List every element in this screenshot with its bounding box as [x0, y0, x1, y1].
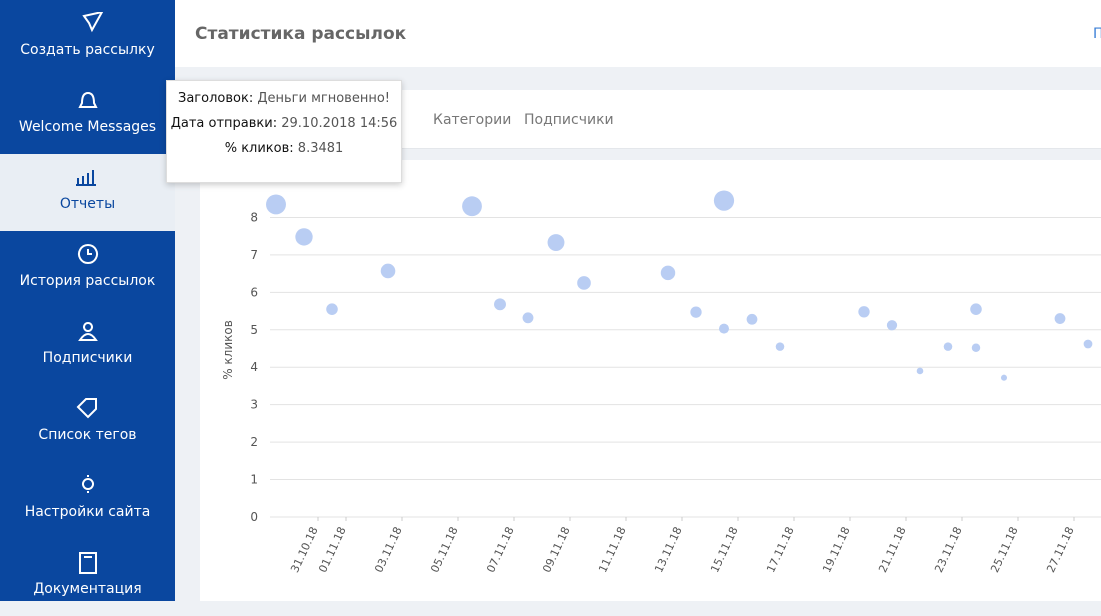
tooltip-label: Дата отправки: — [170, 116, 278, 131]
icon — [76, 398, 97, 419]
x-tick-label: 09.11.18 — [540, 525, 572, 575]
tooltip-label: % кликов: — [224, 141, 294, 156]
icon-shape — [81, 12, 103, 33]
x-tick-label: 15.11.18 — [708, 525, 740, 575]
sidebar-label: Создать рассылку — [20, 42, 155, 58]
data-point[interactable] — [494, 298, 506, 311]
data-point[interactable] — [746, 313, 758, 325]
icon-shape — [76, 398, 97, 419]
data-point[interactable] — [1000, 374, 1008, 381]
x-tick-label: 19.11.18 — [820, 525, 852, 575]
sidebar-label: Список тегов — [38, 427, 137, 443]
sidebar-item[interactable]: Документация — [0, 539, 175, 616]
page: {"sidebar":["Создать рассылку","Welcome … — [0, 0, 1101, 601]
tab[interactable]: Категории — [433, 112, 512, 128]
data-point[interactable] — [522, 312, 534, 324]
x-tick-label: 25.11.18 — [988, 525, 1020, 575]
icon — [77, 322, 98, 341]
icon-shape — [77, 91, 98, 108]
x-tick-label: 23.11.18 — [932, 525, 964, 575]
x-tick-label: 13.11.18 — [652, 525, 684, 575]
icon — [77, 91, 98, 108]
icon — [77, 244, 98, 264]
sidebar-item[interactable]: Welcome Messages — [0, 77, 175, 154]
icon — [78, 552, 97, 574]
tooltip-value: 8.3481 — [297, 141, 344, 156]
icon — [75, 170, 96, 186]
sidebar: Создать рассылку Welcome Messages Отчеты Ис… — [0, 0, 175, 601]
data-point[interactable] — [462, 196, 482, 217]
data-point[interactable] — [886, 320, 898, 331]
x-tick-label: 11.11.18 — [596, 525, 628, 575]
data-point[interactable] — [916, 367, 924, 375]
icon-shape — [77, 322, 98, 341]
data-point[interactable] — [719, 323, 729, 334]
x-tick-label: 31.10.18 — [288, 525, 320, 575]
y-tick-label: 3 — [250, 398, 258, 412]
header: Статистика рассылок П — [175, 0, 1101, 67]
icon — [81, 475, 94, 493]
data-point[interactable] — [970, 303, 982, 315]
data-point[interactable] — [547, 234, 565, 251]
data-point[interactable] — [266, 194, 286, 215]
header-link[interactable]: П — [1093, 26, 1101, 42]
sidebar-label: Документация — [33, 581, 142, 597]
icon-shape — [81, 475, 94, 493]
y-tick-label: 4 — [250, 360, 258, 374]
sidebar-label: Отчеты — [59, 196, 116, 212]
x-tick-label: 21.11.18 — [876, 525, 908, 575]
sidebar-item[interactable]: Подписчики — [0, 308, 175, 385]
sidebar-item[interactable]: Создать рассылку — [0, 0, 175, 77]
y-tick-label: 8 — [250, 210, 258, 224]
sidebar-label: Настройки сайта — [24, 504, 151, 520]
tab[interactable]: Подписчики — [524, 112, 614, 128]
x-tick-label: 17.11.18 — [764, 525, 796, 575]
tooltip: Заголовок: Деньги мгновенно! Дата отправ… — [166, 80, 402, 183]
data-point[interactable] — [690, 306, 702, 318]
data-point[interactable] — [326, 303, 338, 315]
y-tick-label: 0 — [250, 510, 258, 524]
icon-shape — [75, 170, 96, 186]
sidebar-item[interactable]: Список тегов — [0, 385, 175, 462]
sidebar-item[interactable]: История рассылок — [0, 231, 175, 308]
sidebar-label: Welcome Messages — [18, 119, 157, 135]
sidebar-item[interactable]: Настройки сайта — [0, 462, 175, 539]
data-point[interactable] — [660, 265, 676, 281]
sidebar-label: История рассылок — [19, 273, 156, 289]
data-point[interactable] — [1054, 313, 1066, 324]
chart-panel: 0 1 2 3 4 5 6 7 8 % кликов 31.10.18 01.11.18 03.11.1… — [200, 160, 1101, 601]
sidebar-label: Подписчики — [42, 350, 133, 366]
y-tick-label: 5 — [250, 323, 258, 337]
data-point[interactable] — [971, 343, 981, 352]
y-tick-label: 6 — [250, 285, 258, 299]
data-point[interactable] — [858, 306, 870, 318]
x-tick-label: 05.11.18 — [428, 525, 460, 575]
tooltip-value: 29.10.2018 14:56 — [281, 116, 398, 131]
icon-shape — [78, 552, 97, 574]
icon-shape — [77, 244, 98, 264]
x-tick-label: 27.11.18 — [1044, 525, 1076, 575]
sidebar-item[interactable]: Отчеты — [0, 154, 175, 231]
y-tick-label: 7 — [250, 248, 258, 262]
data-point[interactable] — [943, 342, 953, 351]
data-point[interactable] — [1083, 339, 1093, 349]
page-title: Статистика рассылок — [195, 24, 407, 44]
data-point[interactable] — [380, 263, 396, 279]
icon — [81, 12, 103, 33]
data-point[interactable] — [577, 276, 591, 290]
data-point[interactable] — [295, 228, 313, 246]
data-point[interactable] — [775, 342, 785, 351]
x-tick-label: 07.11.18 — [484, 525, 516, 575]
x-tick-label: 03.11.18 — [372, 525, 404, 575]
tooltip-value: Деньги мгновенно! — [257, 91, 390, 106]
x-tick-label: 01.11.18 — [316, 525, 348, 575]
tooltip-label: Заголовок: — [178, 91, 254, 106]
y-tick-label: 1 — [250, 473, 258, 487]
y-tick-label: 2 — [250, 435, 258, 449]
y-axis-label: % кликов — [221, 320, 235, 380]
data-point[interactable] — [713, 190, 735, 211]
